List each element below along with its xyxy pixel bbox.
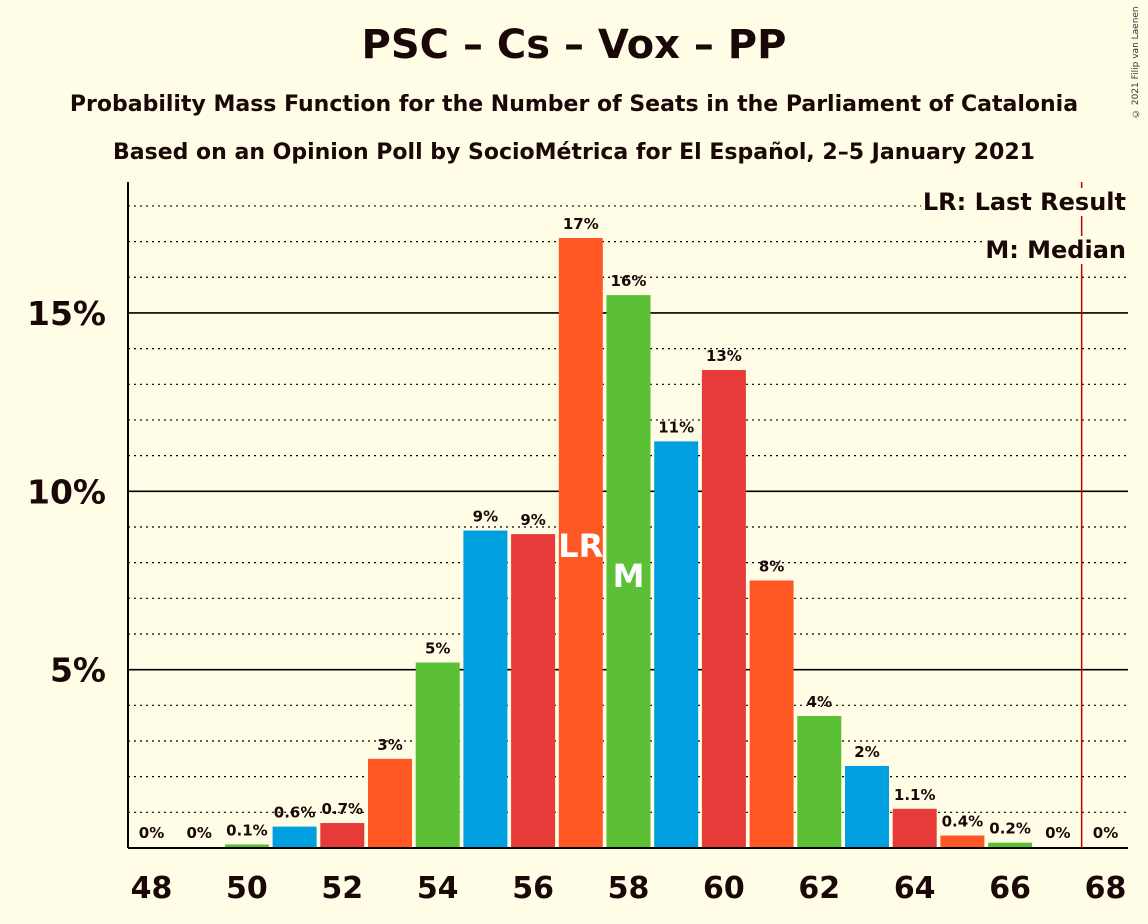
bar-53 (368, 758, 412, 848)
bar-value-label: 9% (520, 511, 545, 529)
bar-62 (797, 716, 842, 848)
median-marker: M (613, 557, 645, 595)
bar-value-labels: 0% 0% 0.1% 0.6% 0.7% 3% 5% 9% 9% 17% 16% 11% 13% 8% 4%… (139, 215, 1118, 842)
x-tick-label: 48 (131, 871, 173, 906)
bar-52 (320, 823, 365, 848)
bar-value-label: 0.4% (942, 813, 984, 831)
chart-source-line: Based on an Opinion Poll by SocioMétrica… (113, 140, 1035, 165)
bar-65 (940, 835, 985, 848)
x-tick-label: 56 (512, 871, 554, 906)
x-axis-ticks: 48 50 52 54 56 58 60 62 64 66 68 (131, 871, 1127, 906)
bar-value-label: 1.1% (894, 786, 936, 804)
bar-value-label: 17% (563, 215, 599, 233)
bar-value-label: 0.2% (989, 820, 1031, 838)
bar-value-label: 0% (1045, 824, 1070, 842)
bar-54 (415, 662, 460, 848)
x-tick-label: 54 (417, 871, 459, 906)
bar-66 (988, 842, 1033, 848)
legend-median: M: Median (983, 236, 1128, 264)
x-tick-label: 52 (321, 871, 363, 906)
bar-value-label: 16% (611, 272, 647, 290)
y-tick-label: 15% (27, 294, 106, 333)
bar-61 (749, 580, 794, 848)
chart-title: PSC – Cs – Vox – PP (361, 22, 787, 68)
bar-value-label: 11% (658, 418, 694, 436)
x-tick-label: 64 (894, 871, 936, 906)
y-axis-ticks: 5% 10% 15% (27, 294, 106, 690)
bar-value-label: 0.7% (321, 800, 363, 818)
bars (224, 238, 1033, 849)
bar-58 (606, 295, 651, 848)
chart-subtitle: Probability Mass Function for the Number… (69, 92, 1079, 117)
bar-50 (224, 844, 269, 848)
bar-value-label: 2% (854, 743, 879, 761)
bar-55 (463, 530, 508, 848)
x-tick-label: 68 (1085, 871, 1127, 906)
bar-value-label: 0% (139, 824, 164, 842)
bar-63 (845, 765, 889, 848)
bar-51 (272, 826, 317, 848)
bar-56 (511, 534, 556, 848)
bar-64 (892, 808, 937, 848)
bar-60 (701, 370, 746, 848)
bar-value-label: 4% (807, 693, 832, 711)
legend-last-result: LR: Last Result (920, 188, 1128, 216)
bar-value-label: 0.6% (274, 804, 316, 822)
bar-value-label: 13% (706, 347, 742, 365)
x-tick-label: 58 (608, 871, 650, 906)
y-tick-label: 10% (27, 472, 106, 511)
bar-value-label: 9% (473, 508, 498, 526)
bar-57 (558, 238, 603, 849)
bar-value-label: 8% (759, 557, 784, 575)
bar-59 (654, 441, 699, 848)
x-tick-label: 60 (703, 871, 745, 906)
bar-value-label: 3% (377, 736, 402, 754)
x-tick-label: 66 (989, 871, 1031, 906)
x-tick-label: 50 (226, 871, 268, 906)
y-tick-label: 5% (50, 651, 106, 690)
x-tick-label: 62 (798, 871, 840, 906)
bar-value-label: 5% (425, 640, 450, 658)
bar-value-label: 0% (186, 824, 211, 842)
bar-value-label: 0% (1093, 824, 1118, 842)
bar-value-label: 0.1% (226, 821, 268, 839)
last-result-marker: LR (558, 527, 603, 565)
